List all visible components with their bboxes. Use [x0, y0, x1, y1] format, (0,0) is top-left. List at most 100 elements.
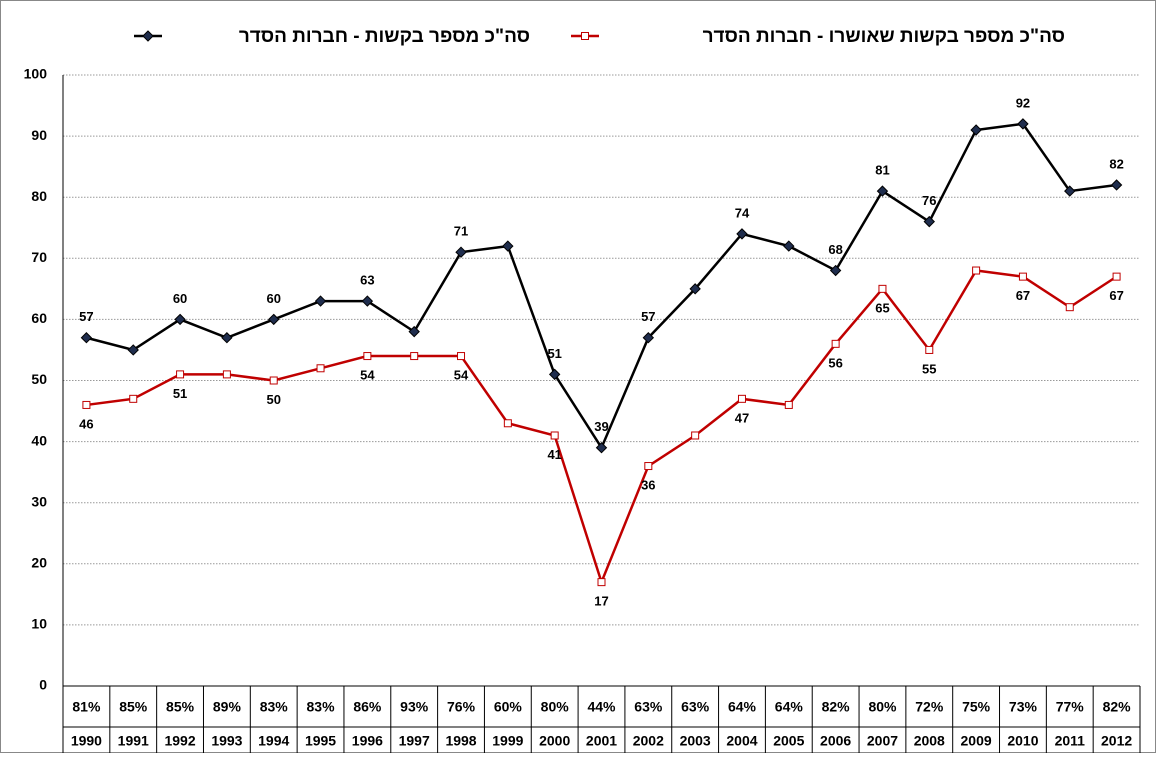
data-label: 74	[735, 205, 750, 220]
rate-label: 60%	[494, 699, 523, 715]
data-label: 76	[922, 193, 936, 208]
rate-label: 85%	[166, 699, 195, 715]
x-tick-label: 2002	[633, 733, 664, 749]
rate-label: 80%	[868, 699, 897, 715]
x-tick-label: 2011	[1055, 733, 1086, 749]
x-tick-label: 2005	[773, 733, 804, 749]
point	[689, 283, 701, 295]
y-tick-label: 40	[31, 432, 47, 448]
x-tick-label: 2006	[820, 733, 851, 749]
x-tick-label: 1999	[492, 733, 523, 749]
point	[502, 240, 514, 252]
data-label: 67	[1109, 288, 1123, 303]
rate-label: 86%	[353, 699, 382, 715]
point	[457, 352, 466, 361]
data-label: 60	[173, 291, 187, 306]
rate-label: 63%	[634, 699, 663, 715]
point	[408, 325, 420, 338]
legend-label: סה"כ מספר בקשות שאושרו - חברות הסדר	[703, 26, 1065, 47]
point	[972, 266, 981, 275]
point	[1064, 185, 1076, 197]
point	[316, 364, 325, 373]
data-label: 41	[547, 447, 561, 462]
rate-label: 73%	[1009, 699, 1038, 715]
point	[736, 228, 748, 240]
x-tick-label: 1991	[118, 733, 149, 749]
data-label: 57	[79, 309, 93, 324]
rate-label: 72%	[915, 699, 944, 715]
point	[550, 431, 559, 440]
point	[268, 313, 280, 326]
y-tick-label: 90	[31, 127, 47, 143]
y-tick-label: 70	[31, 249, 47, 265]
rate-label: 76%	[447, 699, 476, 715]
rate-label: 82%	[1103, 699, 1132, 715]
point	[176, 370, 185, 379]
point	[829, 264, 842, 277]
data-label: 51	[173, 386, 187, 401]
rate-label: 85%	[119, 699, 148, 715]
point	[783, 240, 795, 252]
point	[548, 368, 561, 381]
point	[1110, 179, 1123, 191]
point	[174, 313, 186, 326]
x-tick-label: 2004	[726, 733, 757, 749]
data-label: 51	[547, 346, 561, 361]
point	[314, 295, 327, 307]
rate-label: 64%	[775, 699, 804, 715]
data-label: 67	[1016, 288, 1030, 303]
x-tick-label: 2007	[867, 733, 898, 749]
data-label: 63	[360, 273, 374, 288]
legend-label: סה"כ מספר בקשות - חברות הסדר	[239, 26, 530, 47]
point	[642, 332, 655, 344]
data-label: 17	[594, 594, 608, 609]
point	[503, 419, 512, 428]
data-label: 56	[828, 355, 842, 370]
y-tick-label: 10	[31, 616, 47, 632]
data-label: 68	[828, 242, 842, 257]
y-tick-label: 0	[39, 677, 47, 693]
point	[455, 246, 467, 258]
point	[644, 462, 653, 471]
point	[222, 370, 231, 379]
data-label: 54	[360, 367, 375, 382]
x-tick-label: 1990	[71, 733, 102, 749]
point	[925, 345, 934, 354]
y-tick-label: 30	[31, 493, 47, 509]
point	[1065, 303, 1074, 312]
data-label: 82	[1109, 156, 1123, 171]
point	[970, 124, 982, 136]
rate-label: 82%	[822, 699, 851, 715]
point	[1112, 272, 1121, 281]
point	[784, 400, 793, 409]
x-tick-label: 2012	[1101, 733, 1132, 749]
y-tick-label: 60	[31, 310, 47, 326]
data-label: 60	[266, 291, 280, 306]
rate-label: 89%	[213, 699, 242, 715]
point	[361, 295, 374, 307]
point	[595, 442, 608, 454]
point	[221, 332, 233, 344]
point	[1017, 118, 1029, 130]
x-tick-label: 2003	[680, 733, 711, 749]
x-tick-label: 1993	[211, 733, 242, 749]
data-label: 50	[266, 392, 280, 407]
data-label: 71	[454, 224, 468, 239]
y-tick-label: 80	[31, 188, 47, 204]
x-tick-label: 2008	[914, 733, 945, 749]
data-label: 81	[875, 163, 889, 178]
rate-label: 64%	[728, 699, 757, 715]
rate-label: 63%	[681, 699, 710, 715]
data-label: 92	[1016, 95, 1030, 110]
x-tick-label: 1998	[445, 733, 476, 749]
y-tick-label: 20	[31, 555, 47, 571]
point	[129, 394, 138, 403]
x-tick-label: 1996	[352, 733, 383, 749]
x-tick-label: 2000	[539, 733, 570, 749]
point	[269, 376, 278, 385]
x-tick-label: 1994	[258, 733, 289, 749]
rate-label: 80%	[541, 699, 570, 715]
point	[82, 400, 91, 409]
point	[876, 185, 889, 197]
rate-label: 93%	[400, 699, 429, 715]
